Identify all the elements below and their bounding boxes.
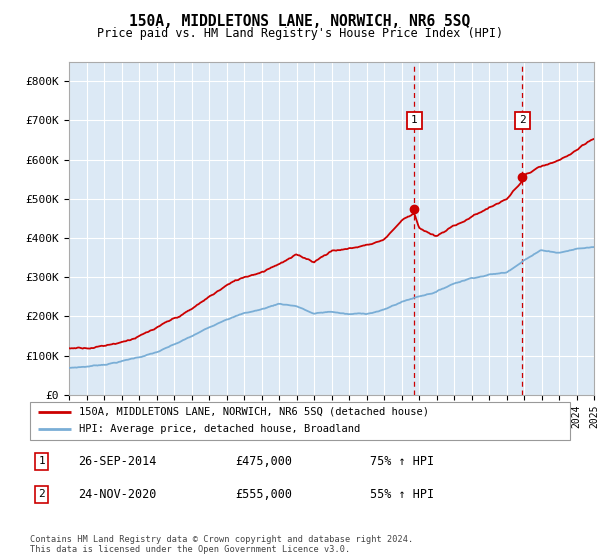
Text: 150A, MIDDLETONS LANE, NORWICH, NR6 5SQ (detached house): 150A, MIDDLETONS LANE, NORWICH, NR6 5SQ … — [79, 407, 428, 417]
Text: £475,000: £475,000 — [235, 455, 292, 468]
Text: 24-NOV-2020: 24-NOV-2020 — [79, 488, 157, 501]
Text: 1: 1 — [411, 115, 418, 125]
Text: 150A, MIDDLETONS LANE, NORWICH, NR6 5SQ: 150A, MIDDLETONS LANE, NORWICH, NR6 5SQ — [130, 14, 470, 29]
Text: £555,000: £555,000 — [235, 488, 292, 501]
Text: 1: 1 — [38, 456, 45, 466]
Text: 2: 2 — [38, 489, 45, 500]
Text: Contains HM Land Registry data © Crown copyright and database right 2024.
This d: Contains HM Land Registry data © Crown c… — [30, 535, 413, 554]
Text: 2: 2 — [519, 115, 526, 125]
FancyBboxPatch shape — [30, 402, 570, 440]
Text: 26-SEP-2014: 26-SEP-2014 — [79, 455, 157, 468]
Text: Price paid vs. HM Land Registry's House Price Index (HPI): Price paid vs. HM Land Registry's House … — [97, 27, 503, 40]
Text: HPI: Average price, detached house, Broadland: HPI: Average price, detached house, Broa… — [79, 424, 360, 435]
Text: 55% ↑ HPI: 55% ↑ HPI — [370, 488, 434, 501]
Text: 75% ↑ HPI: 75% ↑ HPI — [370, 455, 434, 468]
